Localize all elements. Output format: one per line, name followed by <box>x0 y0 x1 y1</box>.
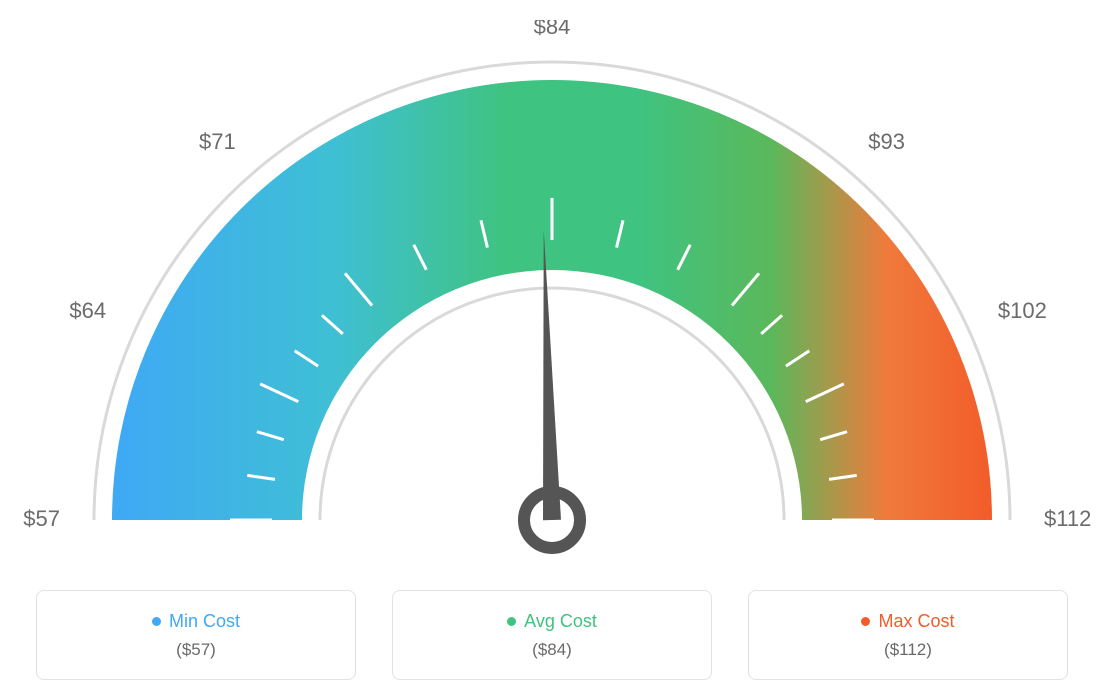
legend-dot-icon <box>152 617 161 626</box>
legend-value: ($112) <box>884 640 932 660</box>
legend-card: Avg Cost ($84) <box>392 590 712 680</box>
gauge-svg: $57 $64 $71 $84 $93 $102 $112 <box>0 20 1104 580</box>
cost-gauge-chart: $57 $64 $71 $84 $93 $102 $112 <box>0 20 1104 580</box>
gauge-tick-label: $102 <box>998 298 1047 323</box>
gauge-needle <box>543 230 561 520</box>
gauge-tick-label: $64 <box>69 298 106 323</box>
legend-value: ($84) <box>532 640 572 660</box>
legend-card: Min Cost ($57) <box>36 590 356 680</box>
legend-value: ($57) <box>176 640 216 660</box>
legend-label-row: Max Cost <box>861 611 954 632</box>
gauge-tick-label: $112 <box>1044 506 1091 531</box>
legend-label: Avg Cost <box>524 611 597 632</box>
gauge-tick-label: $57 <box>23 506 60 531</box>
gauge-tick-label: $93 <box>868 129 905 154</box>
legend-label: Min Cost <box>169 611 240 632</box>
gauge-tick-label: $71 <box>199 129 236 154</box>
legend-label-row: Min Cost <box>152 611 240 632</box>
legend-dot-icon <box>507 617 516 626</box>
gauge-tick-label: $84 <box>534 20 571 39</box>
legend-row: Min Cost ($57) Avg Cost ($84) Max Cost ($112) <box>36 590 1068 680</box>
legend-label-row: Avg Cost <box>507 611 597 632</box>
legend-dot-icon <box>861 617 870 626</box>
legend-label: Max Cost <box>878 611 954 632</box>
legend-card: Max Cost ($112) <box>748 590 1068 680</box>
